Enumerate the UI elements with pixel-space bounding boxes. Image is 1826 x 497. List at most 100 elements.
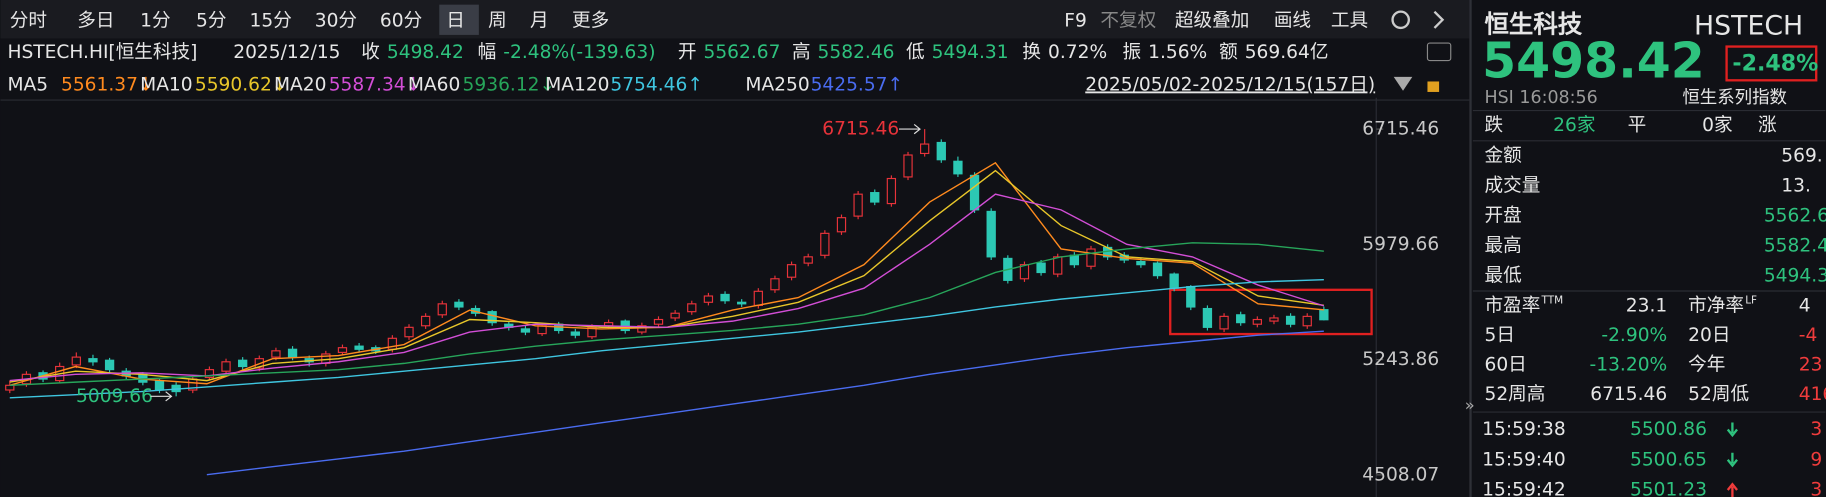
ma-name: MA60: [408, 74, 460, 95]
ma-value: 5754.46↑: [610, 74, 703, 95]
candle-body: [1302, 315, 1312, 327]
candle-body: [886, 177, 897, 205]
tab[interactable]: 日: [446, 10, 465, 31]
trade-time: 15:59:42: [1482, 480, 1566, 497]
tab[interactable]: 周: [488, 10, 507, 31]
tab[interactable]: 更多: [572, 10, 609, 31]
ma-value: 5590.62↓: [195, 74, 288, 95]
candle-body: [454, 301, 464, 308]
stat-label: 20日: [1688, 325, 1730, 346]
breadth: 0家: [1702, 115, 1732, 136]
y-tick-label: 5243.86: [1362, 349, 1439, 370]
candle-body: [1252, 318, 1262, 325]
candle-body: [88, 358, 98, 363]
candle-body: [1069, 254, 1080, 266]
tab[interactable]: 5分: [196, 10, 226, 31]
row-label: 开盘: [1484, 206, 1521, 227]
candle-body: [221, 361, 231, 372]
candle-body: [271, 350, 281, 358]
candle-body: [1319, 309, 1329, 321]
candle-body: [204, 369, 215, 379]
candle-body: [803, 256, 813, 264]
breadth: 26家: [1553, 115, 1595, 136]
candle-body: [986, 210, 996, 258]
date: 2025/12/15: [233, 42, 340, 63]
expand-icon[interactable]: [1433, 10, 1445, 29]
range-dropdown[interactable]: [1393, 76, 1413, 91]
tool[interactable]: 不复权: [1100, 10, 1156, 31]
symbol: HSTECH.HI[恒生科技]: [7, 42, 197, 63]
lock-icon[interactable]: [1427, 81, 1440, 92]
ma-line: [9, 278, 1324, 399]
candle-body: [753, 290, 763, 306]
tab[interactable]: 分时: [10, 10, 47, 31]
index-code: HSTECH: [1694, 10, 1803, 41]
field-value: 5582.46: [818, 42, 895, 63]
candle-body: [637, 325, 647, 333]
candle-body: [853, 193, 863, 217]
candle-body: [5, 384, 15, 391]
candle-body: [71, 356, 81, 366]
settings-icon[interactable]: [1391, 10, 1410, 30]
trade-arrow: [1726, 422, 1738, 438]
candle-body: [437, 303, 447, 316]
candle-body: [969, 174, 980, 211]
tool[interactable]: 工具: [1331, 10, 1368, 31]
tab[interactable]: 月: [530, 10, 549, 31]
tool[interactable]: 超级叠加: [1175, 10, 1249, 31]
ma-name: MA120: [545, 74, 609, 95]
stat-value: 6715.46: [1590, 384, 1667, 405]
ma-name: MA5: [7, 74, 48, 95]
candle-body: [1186, 286, 1196, 308]
candle-body: [953, 160, 963, 175]
high-label: 6715.46: [822, 119, 899, 140]
field-label: 收: [361, 42, 380, 63]
candle-body: [1019, 264, 1030, 280]
candle-body: [1053, 256, 1063, 275]
candle-body: [836, 217, 847, 233]
wp-icon[interactable]: [1426, 42, 1452, 62]
tab[interactable]: 多日: [77, 10, 114, 31]
candle-body: [520, 328, 531, 333]
candle-body: [820, 232, 830, 256]
ma-value: 5936.12↓: [463, 74, 556, 95]
tab[interactable]: 15分: [250, 10, 292, 31]
market: HSI: [1484, 88, 1513, 108]
stat-label: 5日: [1484, 325, 1514, 346]
ma-line: [9, 242, 1324, 386]
candle-body: [1236, 314, 1246, 324]
candle-body: [1036, 262, 1046, 274]
low-label: 5009.66: [76, 386, 153, 407]
candle-body: [1202, 307, 1213, 328]
trade-arrow: [1726, 452, 1738, 468]
tool[interactable]: F9: [1064, 10, 1087, 31]
stat-value: 416: [1799, 384, 1826, 405]
superscript: TTM: [1541, 294, 1564, 306]
row-value: 569.: [1781, 145, 1822, 166]
trade-volume: 3: [1810, 419, 1822, 440]
field-label: 幅: [478, 42, 497, 63]
row-value: 5494.31 (-2.5: [1764, 266, 1826, 287]
ma-name: MA250: [745, 74, 809, 95]
trade-price: 5500.86: [1630, 419, 1707, 440]
candle-body: [903, 154, 913, 178]
candle-body: [487, 311, 497, 324]
field-label: 低: [906, 42, 925, 63]
trade-volume: 9: [1810, 449, 1822, 470]
row-value: 5562.67 (-1.3: [1764, 206, 1826, 227]
toolbar-bg: [0, 0, 1470, 39]
candle-body: [687, 303, 697, 313]
collapse-icon[interactable]: »: [1465, 396, 1475, 415]
field-value: 569.64亿: [1245, 42, 1329, 63]
tab[interactable]: 30分: [315, 10, 357, 31]
trade-volume: 3: [1810, 480, 1822, 497]
tool[interactable]: 画线: [1274, 10, 1311, 31]
trade-price: 5501.23: [1630, 480, 1707, 497]
y-tick-label: 4508.07: [1362, 464, 1439, 485]
candle-body: [1219, 315, 1229, 330]
tab[interactable]: 60分: [380, 10, 422, 31]
date-range: 2025/05/02-2025/12/15(157日): [1085, 74, 1375, 95]
tab[interactable]: 1分: [140, 10, 170, 31]
stat-label: 今年: [1688, 355, 1725, 376]
